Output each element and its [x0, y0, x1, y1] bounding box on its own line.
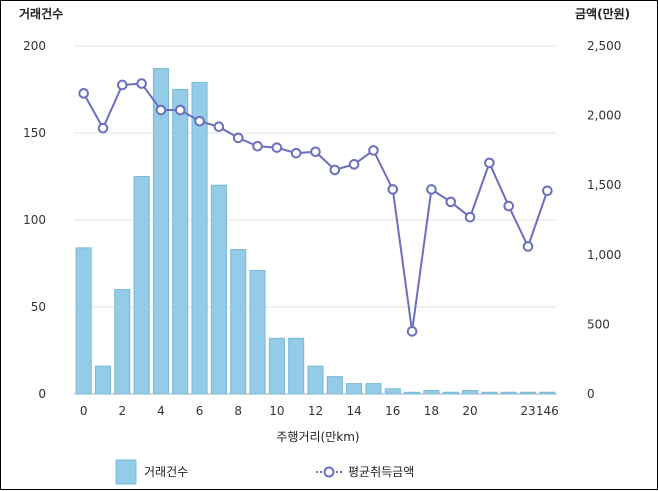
legend: 거래건수 평균취득금액	[115, 459, 414, 485]
bar	[268, 337, 285, 395]
bar	[539, 391, 556, 395]
bar	[423, 390, 440, 395]
bar	[384, 388, 401, 395]
x-tick-label: 23	[520, 404, 535, 418]
x-tick-label: 14	[346, 404, 361, 418]
x-tick-label: 0	[80, 404, 88, 418]
line-point	[522, 241, 534, 252]
bar	[133, 176, 150, 395]
x-tick-label: 16	[385, 404, 400, 418]
line-point	[503, 200, 515, 212]
bar	[249, 269, 266, 395]
y-left-axis-title: 거래건수	[19, 6, 63, 21]
x-tick-label: 20	[462, 404, 477, 418]
y-right-tick-label: 2,000	[587, 109, 621, 123]
line-point	[484, 157, 495, 169]
bar	[191, 82, 208, 395]
line-point	[155, 104, 167, 116]
x-tick-label: 8	[234, 404, 242, 418]
bar	[288, 337, 305, 395]
line-point	[117, 79, 128, 91]
axis-ticks: 0 50 100 150 200 0 500 1,000 1,500 2,000 2,500 0 2 4 6…	[23, 39, 621, 418]
x-tick-label: 2	[118, 404, 126, 418]
y-right-tick-label: 500	[587, 317, 610, 331]
line-point	[406, 326, 418, 337]
line-point	[445, 196, 457, 208]
line-point	[232, 132, 244, 144]
line-series	[78, 78, 553, 337]
y-left-tick-label: 100	[23, 213, 46, 227]
bar	[404, 391, 421, 395]
line-point	[194, 115, 205, 127]
bar	[307, 365, 324, 395]
bar	[481, 391, 498, 395]
line-point	[97, 122, 109, 134]
line-point	[310, 146, 321, 158]
bar	[75, 247, 92, 395]
x-tick-label: 6	[196, 404, 204, 418]
y-right-tick-label: 2,500	[587, 39, 621, 53]
bar	[500, 391, 517, 395]
line-point	[542, 185, 553, 197]
bar-series	[75, 68, 556, 395]
line-point	[329, 164, 341, 176]
bar	[462, 390, 479, 395]
bar	[230, 249, 247, 395]
y-right-axis-title: 금액(만원)	[575, 6, 630, 21]
bar	[442, 391, 459, 395]
legend-label-line: 평균취득금액	[348, 465, 414, 479]
x-tick-label: 18	[424, 404, 439, 418]
bar	[326, 376, 343, 395]
legend-marker-icon	[323, 466, 335, 478]
y-right-tick-label: 0	[587, 387, 595, 401]
x-tick-label: 12	[308, 404, 323, 418]
line-point	[464, 211, 476, 223]
bar	[114, 289, 131, 395]
x-tick-label: 4	[157, 404, 165, 418]
line-point	[387, 184, 399, 195]
y-left-tick-label: 200	[23, 39, 46, 53]
bar	[365, 383, 382, 395]
y-right-tick-label: 1,500	[587, 178, 621, 192]
line-point	[426, 184, 437, 195]
line-point	[348, 159, 360, 170]
y-left-tick-label: 150	[23, 126, 46, 140]
x-tick-label: 10	[269, 404, 284, 418]
line-point	[213, 121, 225, 133]
bar	[94, 365, 112, 395]
line-point	[368, 145, 379, 156]
bar	[172, 89, 189, 395]
bar	[346, 383, 363, 395]
line-point	[174, 104, 186, 116]
y-right-tick-label: 1,000	[587, 248, 621, 262]
bar	[152, 68, 169, 395]
y-left-tick-label: 0	[38, 387, 46, 401]
x-axis-title: 주행거리(만km)	[276, 429, 359, 444]
legend-bar-swatch	[115, 459, 137, 485]
line-point	[290, 147, 302, 159]
bar	[210, 184, 227, 395]
line-point	[136, 78, 147, 89]
line-point	[252, 140, 263, 152]
x-tick-label: 146	[536, 404, 559, 418]
bar	[519, 391, 537, 395]
legend-label-bar: 거래건수	[144, 465, 188, 479]
line-point	[78, 88, 89, 99]
y-left-tick-label: 50	[31, 300, 46, 314]
line-point	[271, 142, 283, 153]
